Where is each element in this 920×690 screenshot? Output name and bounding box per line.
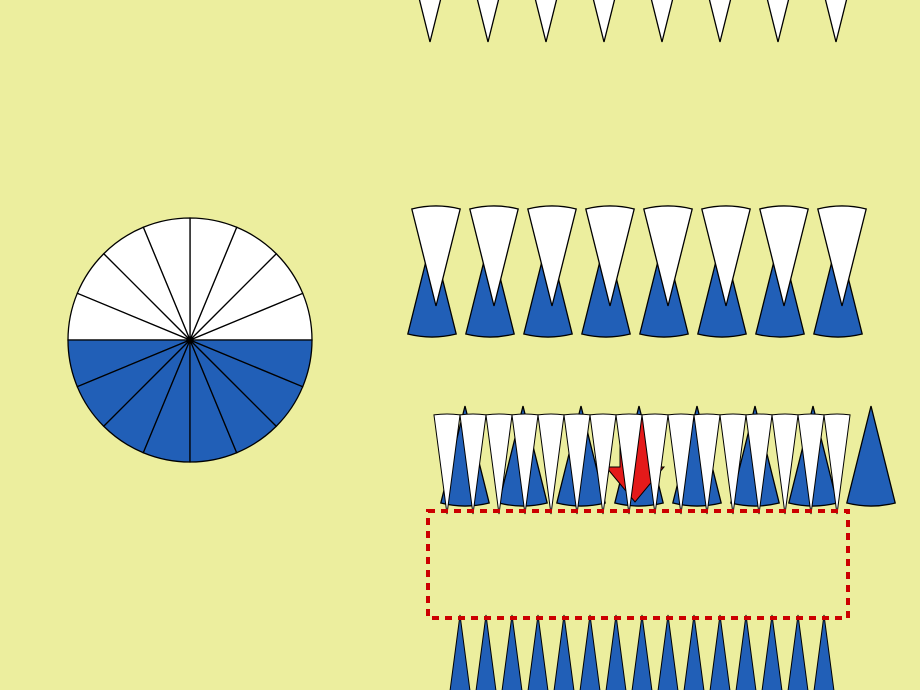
diagram-canvas [0,0,920,690]
circle-sectors [68,218,312,462]
